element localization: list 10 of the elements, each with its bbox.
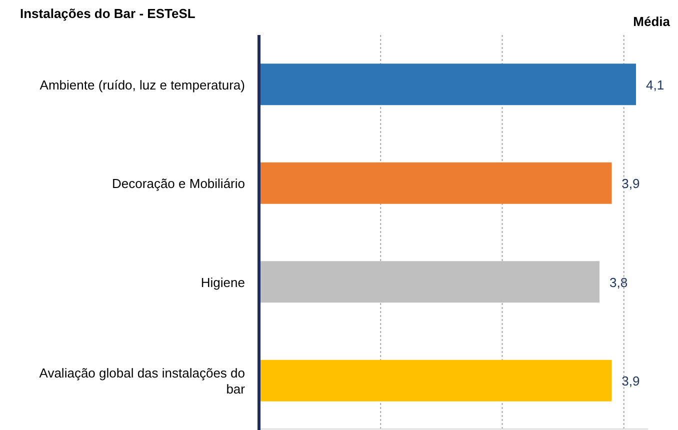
y-tick-label: Decoração e Mobiliário <box>112 176 245 192</box>
y-tick-label: Ambiente (ruído, luz e temperatura) <box>40 77 245 92</box>
data-label: 3,8 <box>610 274 628 290</box>
text: Instalações do Bar - ESTeSL <box>20 6 196 21</box>
y-tick-label: Avaliação global das instalações do bar <box>39 366 246 397</box>
data-label: 4,1 <box>646 77 664 92</box>
text: Média <box>633 14 671 29</box>
data-label: 3,9 <box>622 374 640 389</box>
data-label: 3,9 <box>622 176 640 192</box>
y-tick-label: Higiene <box>200 274 245 290</box>
